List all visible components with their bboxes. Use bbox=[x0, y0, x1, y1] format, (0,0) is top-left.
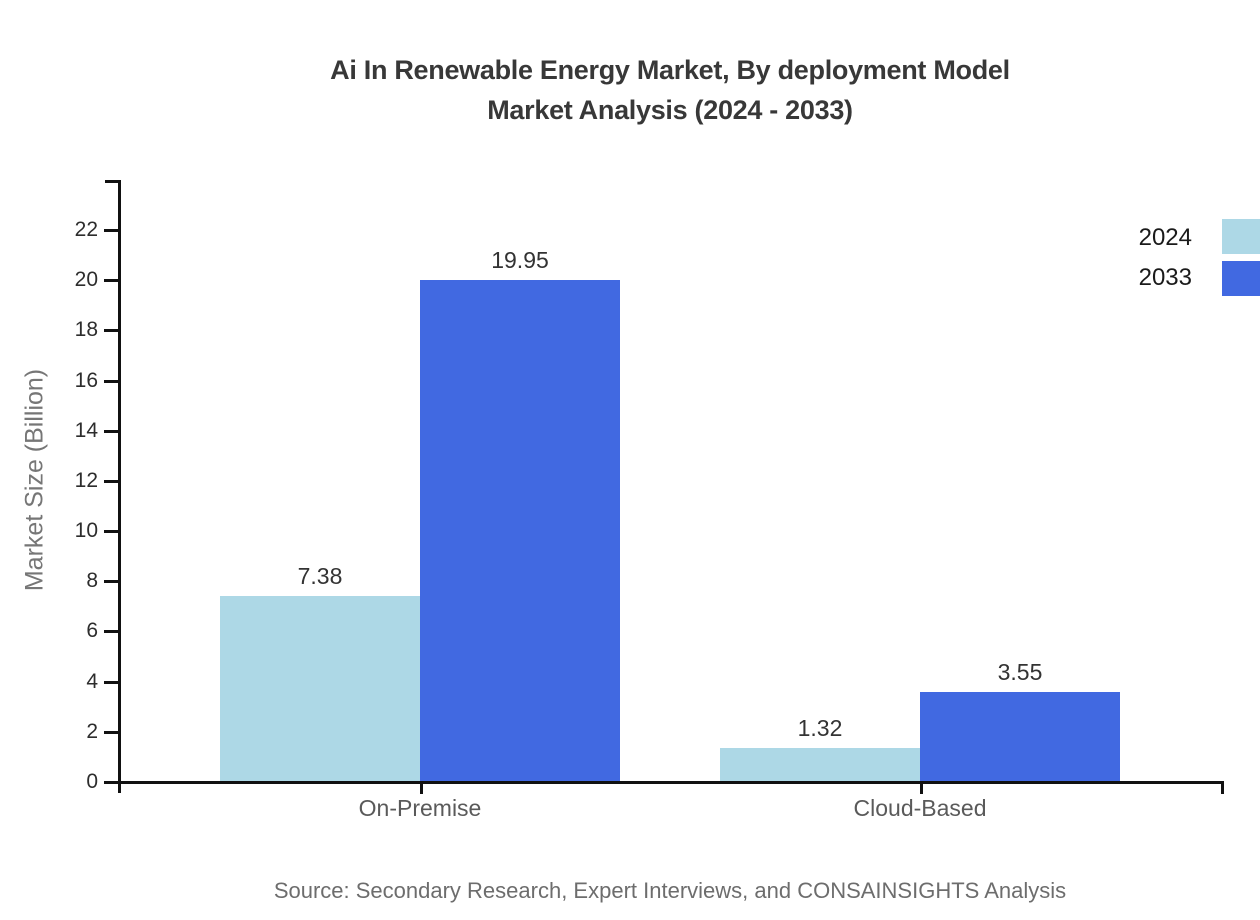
y-axis-line bbox=[118, 180, 121, 793]
y-tick-label: 20 bbox=[74, 268, 98, 292]
chart-title: Ai In Renewable Energy Market, By deploy… bbox=[80, 50, 1260, 130]
bar-2033-cloud-based bbox=[920, 691, 1120, 781]
y-tick bbox=[104, 329, 118, 333]
y-tick bbox=[104, 479, 118, 483]
bar-2024-on-premise bbox=[220, 595, 420, 781]
y-tick-label: 2 bbox=[86, 719, 98, 743]
value-label-2033-cloud-based: 3.55 bbox=[997, 658, 1043, 685]
category-label-on-premise: On-Premise bbox=[358, 795, 482, 821]
y-tick-label: 12 bbox=[74, 468, 98, 492]
value-label-2033-on-premise: 19.95 bbox=[491, 247, 549, 274]
y-tick-label: 22 bbox=[74, 218, 98, 242]
source-text: Source: Secondary Research, Expert Inter… bbox=[273, 878, 1067, 903]
legend-swatch-2024 bbox=[1222, 218, 1260, 254]
category-label-cloud-based: Cloud-Based bbox=[853, 795, 987, 821]
legend-label-2024: 2024 bbox=[1138, 224, 1192, 251]
y-tick-label: 8 bbox=[86, 569, 98, 593]
y-axis-endcap bbox=[105, 180, 118, 183]
bar-2033-on-premise bbox=[420, 280, 620, 781]
chart-title-line1: Ai In Renewable Energy Market, By deploy… bbox=[330, 55, 1010, 85]
value-label-2024-cloud-based: 1.32 bbox=[797, 714, 843, 741]
y-tick-label: 16 bbox=[74, 368, 98, 392]
y-tick bbox=[104, 229, 118, 233]
y-tick bbox=[104, 429, 118, 433]
y-tick-label: 6 bbox=[86, 619, 98, 643]
chart-title-line2: Market Analysis (2024 - 2033) bbox=[487, 95, 853, 125]
y-tick bbox=[104, 781, 118, 784]
y-tick bbox=[104, 379, 118, 383]
x-axis-line bbox=[118, 781, 1224, 784]
y-tick-label: 10 bbox=[74, 519, 98, 543]
y-tick bbox=[104, 580, 118, 584]
legend-label-2033: 2033 bbox=[1138, 264, 1192, 291]
y-tick-label: 4 bbox=[86, 669, 98, 693]
value-label-2024-on-premise: 7.38 bbox=[297, 562, 343, 589]
y-tick bbox=[104, 530, 118, 534]
y-tick-label: 18 bbox=[74, 318, 98, 342]
y-tick bbox=[104, 279, 118, 283]
bar-2024-cloud-based bbox=[720, 747, 920, 781]
y-tick bbox=[104, 680, 118, 684]
y-tick bbox=[104, 730, 118, 734]
x-axis-endcap bbox=[1221, 781, 1224, 794]
legend: 2024 2033 bbox=[1139, 218, 1260, 298]
legend-item-2033: 2033 bbox=[1139, 258, 1260, 298]
y-tick bbox=[104, 630, 118, 634]
y-tick-label: 0 bbox=[86, 770, 98, 793]
legend-swatch-2033 bbox=[1222, 260, 1260, 296]
legend-item-2024: 2024 bbox=[1139, 218, 1260, 258]
y-tick-label: 14 bbox=[74, 418, 98, 442]
x-tick bbox=[920, 781, 923, 794]
x-tick bbox=[420, 781, 423, 794]
